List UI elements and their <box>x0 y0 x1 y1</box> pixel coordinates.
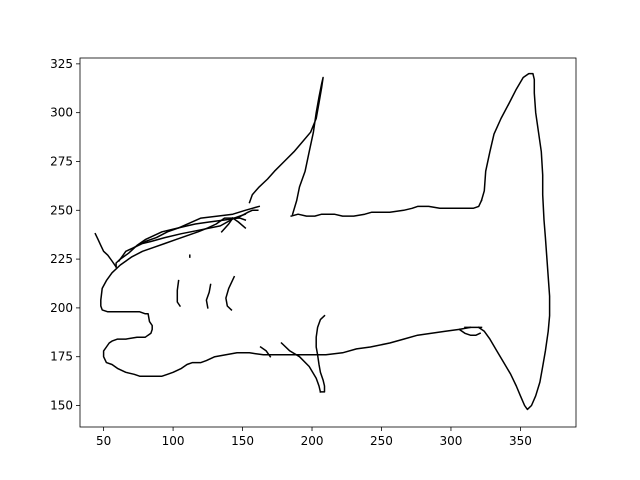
sketch-stroke-9 <box>176 279 182 308</box>
sketch-stroke-4 <box>94 232 118 268</box>
sketch-stroke-7 <box>220 217 234 233</box>
y-axis: 150 175 200 225 250 275 300 325 <box>50 57 80 413</box>
sketch-stroke-14 <box>315 314 326 393</box>
sketch-stroke-16 <box>248 76 324 216</box>
x-tick-label: 300 <box>440 434 463 448</box>
sketch-stroke-13 <box>280 341 322 393</box>
sketch-stroke-6 <box>231 217 247 229</box>
axes-frame <box>79 57 577 428</box>
x-tick-label: 100 <box>162 434 185 448</box>
sketch-stroke-3 <box>117 213 247 263</box>
sketch-stroke-1 <box>115 205 261 268</box>
x-tick-label: 350 <box>509 434 532 448</box>
sketch-stroke-11 <box>225 275 236 311</box>
sketch-stroke-18 <box>458 328 482 336</box>
y-tick-label: 150 <box>50 399 73 413</box>
x-tick-label: 250 <box>370 434 393 448</box>
sketch-stroke-17 <box>477 72 551 411</box>
x-tick-label: 150 <box>231 434 254 448</box>
y-tick-label: 250 <box>50 203 73 217</box>
y-tick-label: 175 <box>50 350 73 364</box>
sketch-stroke-12 <box>259 345 272 358</box>
sketch-stroke-5 <box>100 217 472 377</box>
y-tick-label: 275 <box>50 154 73 168</box>
sketch-stroke-2 <box>133 209 259 249</box>
y-tick-label: 225 <box>50 252 73 266</box>
sketch-stroke-15 <box>290 199 483 218</box>
plot-lines <box>94 72 551 411</box>
y-tick-label: 325 <box>50 57 73 71</box>
y-tick-label: 300 <box>50 106 73 120</box>
sketch-stroke-10 <box>205 283 212 309</box>
x-tick-label: 50 <box>96 434 111 448</box>
x-tick-label: 200 <box>301 434 324 448</box>
y-tick-label: 200 <box>50 301 73 315</box>
x-axis: 50 100 150 200 250 300 350 <box>96 427 532 448</box>
